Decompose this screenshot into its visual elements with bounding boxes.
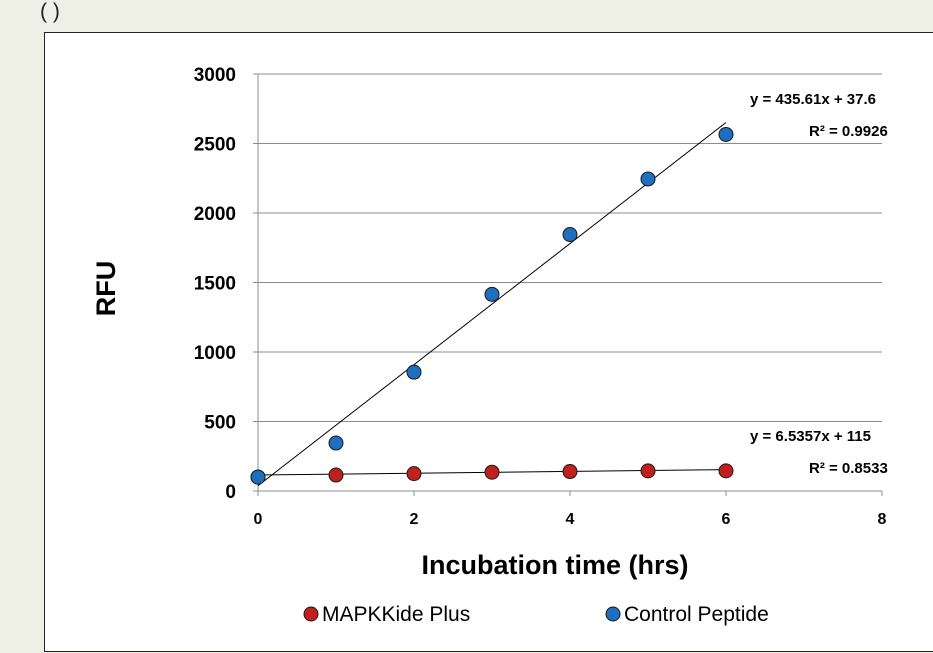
legend-marker-series-0 bbox=[303, 606, 319, 622]
y-tick-label-2000: 2000 bbox=[194, 204, 236, 225]
x-axis-title: Incubation time (hrs) bbox=[421, 550, 688, 580]
data-point-series-1-4 bbox=[562, 227, 578, 243]
x-tick-label-4: 4 bbox=[566, 511, 575, 528]
y-tick-label-1500: 1500 bbox=[194, 274, 236, 295]
data-point-series-1-6 bbox=[718, 126, 734, 142]
data-point-series-0-2 bbox=[406, 466, 422, 482]
legend-label-series-0: MAPKKide Plus bbox=[322, 603, 470, 626]
y-axis-title: RFU bbox=[91, 261, 121, 317]
data-point-series-1-3 bbox=[484, 286, 500, 302]
r-squared-series-1: R² = 0.9926 bbox=[809, 123, 888, 140]
trendline-equation-series-1: y = 435.61x + 37.6 bbox=[750, 91, 876, 108]
y-tick-label-1000: 1000 bbox=[194, 343, 236, 364]
data-point-series-0-6 bbox=[718, 463, 734, 479]
x-tick-label-2: 2 bbox=[410, 511, 419, 528]
data-point-series-1-5 bbox=[640, 171, 656, 187]
r-squared-series-0: R² = 0.8533 bbox=[809, 460, 888, 477]
x-tick-label-8: 8 bbox=[878, 511, 887, 528]
data-point-series-1-1 bbox=[328, 435, 344, 451]
legend-label-series-1: Control Peptide bbox=[624, 603, 769, 626]
trendline-equation-series-0: y = 6.5357x + 115 bbox=[750, 428, 871, 445]
data-point-series-0-4 bbox=[562, 464, 578, 480]
y-tick-label-0: 0 bbox=[225, 482, 236, 503]
scatter-chart: 0 500 1000 1500 2000 2500 3000 0 2 4 6 8 Incubation … bbox=[91, 65, 888, 626]
data-point-series-0-3 bbox=[484, 464, 500, 480]
x-tick-label-6: 6 bbox=[722, 511, 731, 528]
data-point-series-0-5 bbox=[640, 463, 656, 479]
data-point-series-1-0 bbox=[250, 469, 266, 485]
data-point-series-1-2 bbox=[406, 364, 422, 380]
data-point-series-0-1 bbox=[328, 467, 344, 483]
y-tick-label-3000: 3000 bbox=[194, 65, 236, 86]
legend-marker-series-1 bbox=[605, 606, 621, 622]
trendline-series-1 bbox=[257, 122, 727, 487]
x-tick-label-0: 0 bbox=[254, 511, 263, 528]
caption-fragment: ( ) bbox=[40, 0, 60, 23]
chart-area: 0 500 1000 1500 2000 2500 3000 0 2 4 6 8 Incubation … bbox=[44, 32, 933, 652]
y-tick-label-500: 500 bbox=[204, 413, 236, 434]
y-tick-label-2500: 2500 bbox=[194, 135, 236, 156]
